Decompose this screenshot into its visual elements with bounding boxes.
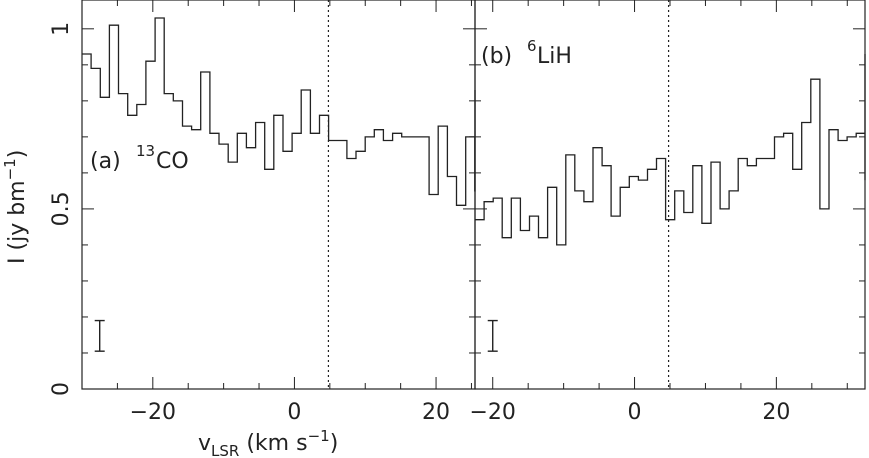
panel-b-xtick-label: −20 (470, 400, 516, 425)
panel-a-label: (a) (90, 149, 121, 174)
x-axis-close: ) (330, 431, 339, 456)
panel-b-species-mass: 6 (527, 37, 537, 55)
panel-a-species-mass: 13 (136, 142, 155, 160)
panel-a-xtick-label: 0 (287, 400, 301, 425)
x-axis-exponent: −1 (308, 427, 330, 445)
panel-b-species-name: LiH (537, 44, 572, 69)
panel-a-xtick-label: −20 (130, 400, 176, 425)
x-axis-letter: v (198, 431, 211, 456)
panel-a-spectrum-line (82, 17, 476, 206)
panel-a-xtick-label: 20 (422, 400, 450, 425)
panel-a: −20 0 20 0 0.5 1 (49, 0, 476, 425)
panel-a-ytick-label: 1 (49, 22, 74, 36)
y-axis-close: ) (5, 150, 30, 159)
panel-b-spectrum-line (475, 54, 866, 246)
x-axis-unit: (km s (246, 431, 307, 456)
y-axis-unit: (jy bm (5, 180, 30, 250)
y-axis-title: I (jy bm−1) (1, 150, 30, 264)
panel-a-ytick-label: 0.5 (49, 191, 74, 226)
panel-b-label: (b) (481, 44, 512, 69)
panel-b-xtick-label: 20 (762, 400, 790, 425)
panel-a-species-name: CO (156, 149, 189, 174)
panel-a-ytick-label: 0 (49, 382, 74, 396)
y-axis-letter: I (5, 258, 30, 265)
panel-b: −20 0 20 (470, 0, 866, 425)
svg-text:I (jy bm−1): I (jy bm−1) (1, 150, 30, 264)
x-axis-title: vLSR (km s−1) (198, 427, 338, 458)
x-axis-subscript: LSR (211, 442, 239, 458)
y-axis-exponent: −1 (1, 158, 19, 180)
panel-b-frame (474, 0, 866, 390)
panel-b-xtick-label: 0 (628, 400, 642, 425)
panel-a-frame (81, 0, 476, 390)
